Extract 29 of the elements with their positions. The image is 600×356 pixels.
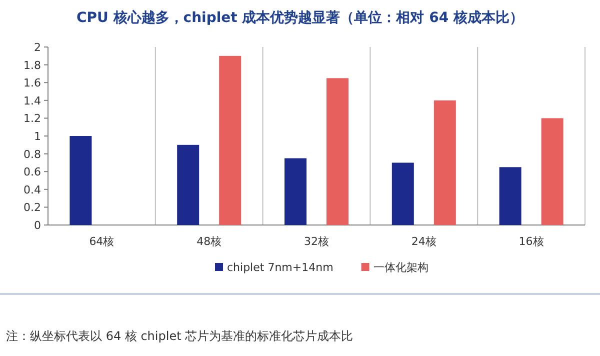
x-tick-label: 32核 <box>304 235 329 248</box>
y-tick-label: 0.2 <box>24 201 41 214</box>
y-tick-label: 1.6 <box>24 76 41 90</box>
bar <box>392 162 414 225</box>
bar <box>177 144 200 225</box>
x-tick-label: 48核 <box>196 235 222 248</box>
x-tick-label: 16核 <box>518 235 544 248</box>
legend-label: 一体化架构 <box>373 261 428 274</box>
y-tick-label: 2 <box>34 41 41 54</box>
y-tick-label: 1.8 <box>24 58 41 72</box>
bar <box>326 78 348 225</box>
x-tick-label: 64核 <box>89 235 114 248</box>
bar <box>499 167 522 225</box>
y-tick-label: 1.4 <box>24 94 41 108</box>
bar <box>284 158 306 225</box>
text: 注：纵坐标代表以 64 核 chiplet 芯片为基准的标准化芯片成本比 <box>6 329 354 343</box>
y-tick-label: 1.2 <box>24 112 41 126</box>
y-tick-label: 0.4 <box>24 183 41 196</box>
x-tick-label: 24核 <box>411 235 436 248</box>
legend-label: chiplet 7nm+14nm <box>227 261 334 274</box>
chart-title: CPU 核心越多，chiplet 成本优势越显著（单位：相对 64 核成本比） <box>76 9 524 26</box>
y-tick-label: 0 <box>34 219 41 232</box>
y-tick-label: 1 <box>34 130 41 143</box>
y-tick-label: 0.8 <box>24 148 41 161</box>
bar <box>70 136 92 225</box>
y-tick-label: 0.6 <box>24 166 41 179</box>
bar <box>434 100 456 225</box>
bar <box>219 56 242 225</box>
bar <box>541 118 564 225</box>
